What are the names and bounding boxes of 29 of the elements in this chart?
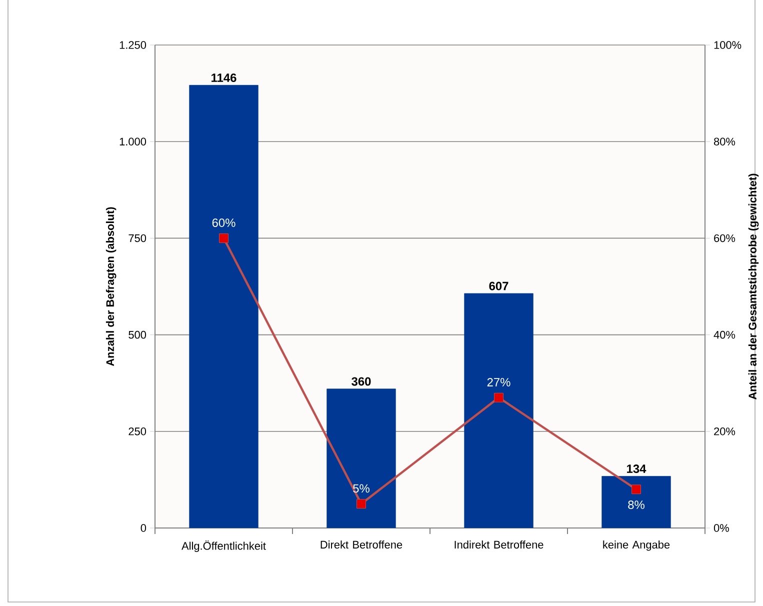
y-axis-title: Anzahl der Befragten (absolut) [106,207,116,366]
point [632,484,641,494]
y-tick-label: 1.000 [120,138,146,146]
y-tick-label: 500 [128,330,146,339]
data-label: 607 [489,282,508,290]
data-label: 8% [628,500,644,510]
x-tick-label: Allg.Öffentlichkeit [182,540,266,552]
y2-axis-title: Anteil an der Gesamtstichprobe (gewichtet) [748,174,759,400]
point [356,499,366,509]
y2-tick-label: 60% [714,234,736,242]
data-label: 360 [352,377,371,386]
data-label: 60% [212,218,236,227]
y2-tick-label: 20% [714,428,736,436]
x-tick-label: Direkt Betroffene [320,540,402,549]
y-tick-label: 1.250 [120,41,146,49]
y-tick-label: 750 [128,234,146,242]
data-label: 1146 [212,74,236,82]
y2-tick-label: 100% [714,41,742,49]
y2-tick-label: 40% [714,330,736,339]
data-label: 27% [487,378,510,386]
x-tick-label: keine Angabe [603,540,670,551]
y2-tick-label: 80% [714,138,736,146]
point [219,233,228,243]
point [494,392,504,402]
data-label: 134 [627,464,646,474]
y-tick-label: 0 [140,524,146,532]
x-tick-label: Indirekt Betroffene [454,540,544,549]
y-tick-label: 250 [128,428,146,436]
y2-tick-label: 0% [714,524,729,532]
